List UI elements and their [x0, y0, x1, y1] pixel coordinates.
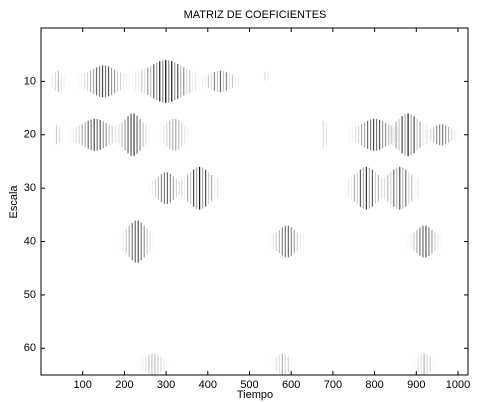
y-tick-label: 30 [24, 182, 36, 194]
x-tick-label: 600 [282, 379, 300, 391]
coefficient-blob [135, 60, 197, 103]
x-tick-label: 500 [240, 379, 258, 391]
x-tick-label: 200 [115, 379, 133, 391]
coefficient-blob [201, 70, 240, 93]
y-axis-label: Escala [8, 185, 20, 219]
coefficient-blob [80, 65, 128, 98]
x-tick-label: 100 [74, 379, 92, 391]
coefficient-blob [381, 166, 419, 210]
x-tick-label: 1000 [446, 379, 470, 391]
coefficient-blob [351, 118, 399, 151]
coefficient-blob [160, 118, 189, 151]
matrix [51, 60, 456, 375]
coefficient-blob [272, 225, 301, 258]
coefficient-blob [275, 353, 289, 375]
coefficient-blob [417, 353, 431, 375]
y-tick-label: 20 [24, 129, 36, 141]
coefficient-blob [122, 220, 151, 263]
coefficient-blob [181, 166, 219, 210]
coefficient-blob [142, 353, 165, 375]
coefficient-blob [72, 118, 119, 151]
y-tick-label: 40 [24, 235, 36, 247]
x-axis-label: Tiempo [237, 389, 273, 401]
coefficient-blob [118, 113, 147, 156]
chart-title: MATRIZ DE COEFICIENTES [184, 9, 327, 21]
y-tick-label: 60 [24, 342, 36, 354]
coefficient-blob [427, 124, 456, 146]
coefficient-blob [322, 120, 327, 149]
coefficient-blob [51, 70, 65, 92]
x-tick-label: 900 [407, 379, 425, 391]
x-tick-label: 300 [157, 379, 175, 391]
coefficient-blob [264, 71, 269, 81]
plot-frame [40, 27, 469, 376]
x-tick-label: 700 [324, 379, 342, 391]
y-tick-label: 10 [24, 75, 36, 87]
y-tick-label: 50 [24, 289, 36, 301]
coefficient-blob [151, 172, 181, 204]
coefficient-blob [347, 166, 386, 210]
x-tick-label: 400 [199, 379, 217, 391]
coefficient-blob [389, 113, 427, 157]
coefficient-blob [55, 125, 61, 145]
x-tick-label: 800 [365, 379, 383, 391]
coefficient-blob [410, 225, 439, 258]
